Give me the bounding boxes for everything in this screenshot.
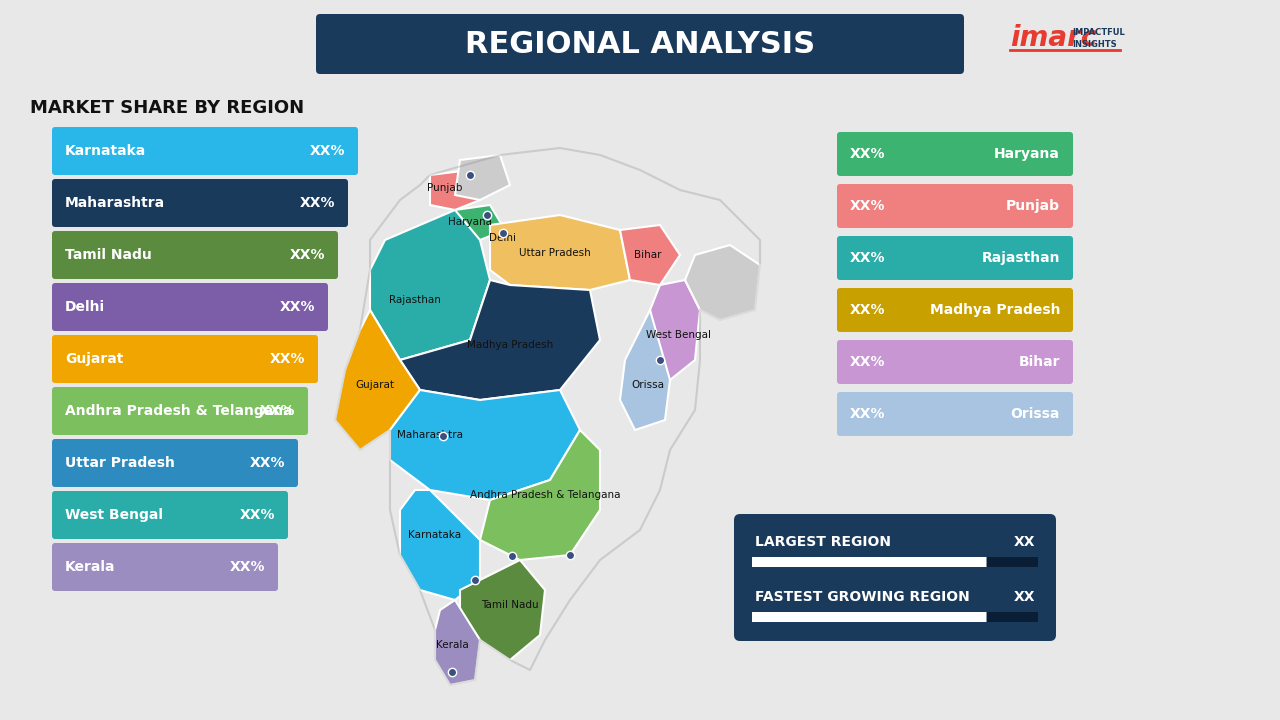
Text: Kerala: Kerala bbox=[65, 560, 115, 574]
Polygon shape bbox=[390, 390, 580, 500]
Text: XX: XX bbox=[1014, 590, 1036, 604]
Text: Punjab: Punjab bbox=[1006, 199, 1060, 213]
Text: XX%: XX% bbox=[850, 147, 886, 161]
Text: XX%: XX% bbox=[310, 144, 346, 158]
Text: Haryana: Haryana bbox=[995, 147, 1060, 161]
Text: XX%: XX% bbox=[850, 407, 886, 421]
Text: XX%: XX% bbox=[850, 355, 886, 369]
Text: XX%: XX% bbox=[850, 251, 886, 265]
Text: XX%: XX% bbox=[850, 199, 886, 213]
FancyBboxPatch shape bbox=[837, 392, 1073, 436]
Text: INSIGHTS: INSIGHTS bbox=[1073, 40, 1116, 48]
Text: Kerala: Kerala bbox=[435, 640, 468, 650]
Text: XX%: XX% bbox=[850, 303, 886, 317]
Polygon shape bbox=[399, 490, 480, 600]
FancyBboxPatch shape bbox=[52, 439, 298, 487]
Text: West Bengal: West Bengal bbox=[645, 330, 710, 340]
Text: XX%: XX% bbox=[260, 404, 294, 418]
Text: Madhya Pradesh: Madhya Pradesh bbox=[929, 303, 1060, 317]
Text: Tamil Nadu: Tamil Nadu bbox=[65, 248, 152, 262]
FancyBboxPatch shape bbox=[837, 236, 1073, 280]
Polygon shape bbox=[650, 280, 700, 380]
Text: Uttar Pradesh: Uttar Pradesh bbox=[65, 456, 175, 470]
Text: XX%: XX% bbox=[229, 560, 265, 574]
Text: Orissa: Orissa bbox=[631, 380, 664, 390]
Text: Delhi: Delhi bbox=[65, 300, 105, 314]
FancyBboxPatch shape bbox=[52, 387, 308, 435]
FancyBboxPatch shape bbox=[837, 340, 1073, 384]
Polygon shape bbox=[620, 225, 680, 285]
Text: Haryana: Haryana bbox=[448, 217, 492, 227]
FancyBboxPatch shape bbox=[753, 612, 987, 622]
Text: Gujarat: Gujarat bbox=[356, 380, 394, 390]
FancyBboxPatch shape bbox=[52, 543, 278, 591]
Text: LARGEST REGION: LARGEST REGION bbox=[755, 535, 891, 549]
Polygon shape bbox=[480, 430, 600, 560]
Polygon shape bbox=[370, 210, 490, 360]
Text: XX%: XX% bbox=[239, 508, 275, 522]
Text: Orissa: Orissa bbox=[1011, 407, 1060, 421]
FancyBboxPatch shape bbox=[52, 283, 328, 331]
Polygon shape bbox=[399, 280, 600, 400]
Text: Delhi: Delhi bbox=[489, 233, 517, 243]
FancyBboxPatch shape bbox=[753, 612, 1038, 622]
FancyBboxPatch shape bbox=[753, 557, 1038, 567]
Text: XX%: XX% bbox=[250, 456, 285, 470]
FancyBboxPatch shape bbox=[52, 179, 348, 227]
Text: Maharashtra: Maharashtra bbox=[397, 430, 463, 440]
FancyBboxPatch shape bbox=[52, 127, 358, 175]
Text: Karnataka: Karnataka bbox=[65, 144, 146, 158]
Polygon shape bbox=[454, 155, 509, 200]
Polygon shape bbox=[430, 170, 480, 210]
Text: FASTEST GROWING REGION: FASTEST GROWING REGION bbox=[755, 590, 970, 604]
Text: Maharashtra: Maharashtra bbox=[65, 196, 165, 210]
FancyBboxPatch shape bbox=[837, 184, 1073, 228]
Text: West Bengal: West Bengal bbox=[65, 508, 163, 522]
Text: XX: XX bbox=[1014, 535, 1036, 549]
Text: Rajasthan: Rajasthan bbox=[982, 251, 1060, 265]
Text: XX%: XX% bbox=[270, 352, 305, 366]
FancyBboxPatch shape bbox=[733, 514, 1056, 641]
Text: imarc: imarc bbox=[1010, 24, 1097, 52]
Text: Gujarat: Gujarat bbox=[65, 352, 123, 366]
Text: XX%: XX% bbox=[279, 300, 315, 314]
FancyBboxPatch shape bbox=[753, 557, 987, 567]
Polygon shape bbox=[454, 205, 506, 240]
Text: Andhra Pradesh & Telangana: Andhra Pradesh & Telangana bbox=[65, 404, 293, 418]
Polygon shape bbox=[490, 215, 630, 290]
Text: IMPACTFUL: IMPACTFUL bbox=[1073, 27, 1125, 37]
FancyBboxPatch shape bbox=[316, 14, 964, 74]
Text: MARKET SHARE BY REGION: MARKET SHARE BY REGION bbox=[29, 99, 305, 117]
FancyBboxPatch shape bbox=[837, 132, 1073, 176]
FancyBboxPatch shape bbox=[52, 231, 338, 279]
Text: Rajasthan: Rajasthan bbox=[389, 295, 440, 305]
Text: Madhya Pradesh: Madhya Pradesh bbox=[467, 340, 553, 350]
Text: XX%: XX% bbox=[289, 248, 325, 262]
Text: Bihar: Bihar bbox=[635, 250, 662, 260]
Text: Tamil Nadu: Tamil Nadu bbox=[481, 600, 539, 610]
FancyBboxPatch shape bbox=[52, 335, 317, 383]
Polygon shape bbox=[685, 245, 760, 320]
Text: Punjab: Punjab bbox=[428, 183, 462, 193]
Polygon shape bbox=[435, 600, 480, 685]
Text: XX%: XX% bbox=[300, 196, 335, 210]
Text: REGIONAL ANALYSIS: REGIONAL ANALYSIS bbox=[465, 30, 815, 58]
Polygon shape bbox=[335, 310, 420, 450]
Text: Andhra Pradesh & Telangana: Andhra Pradesh & Telangana bbox=[470, 490, 621, 500]
Polygon shape bbox=[460, 560, 545, 660]
Text: Bihar: Bihar bbox=[1019, 355, 1060, 369]
Text: Karnataka: Karnataka bbox=[408, 530, 462, 540]
FancyBboxPatch shape bbox=[837, 288, 1073, 332]
Polygon shape bbox=[490, 225, 515, 252]
Text: Uttar Pradesh: Uttar Pradesh bbox=[520, 248, 591, 258]
FancyBboxPatch shape bbox=[52, 491, 288, 539]
Polygon shape bbox=[620, 310, 669, 430]
